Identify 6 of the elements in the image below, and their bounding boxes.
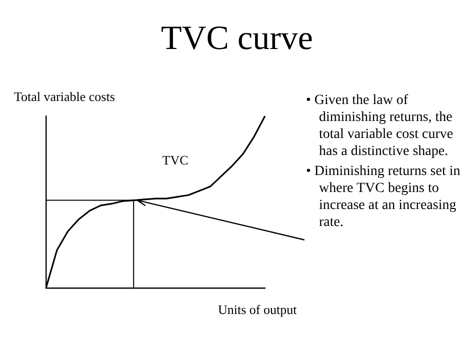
series-label: TVC	[162, 152, 188, 168]
y-axis-title: Total variable costs	[14, 89, 115, 105]
chart-title: TVC curve	[160, 20, 314, 58]
text: • Given the law of diminishing returns, the total variable cost curve has a distinctive shape.	[306, 92, 454, 160]
text: • Diminishing returns set in where TVC begins to increase at an increasing rate.	[306, 163, 462, 231]
x-axis-title: Units of output	[218, 302, 297, 318]
